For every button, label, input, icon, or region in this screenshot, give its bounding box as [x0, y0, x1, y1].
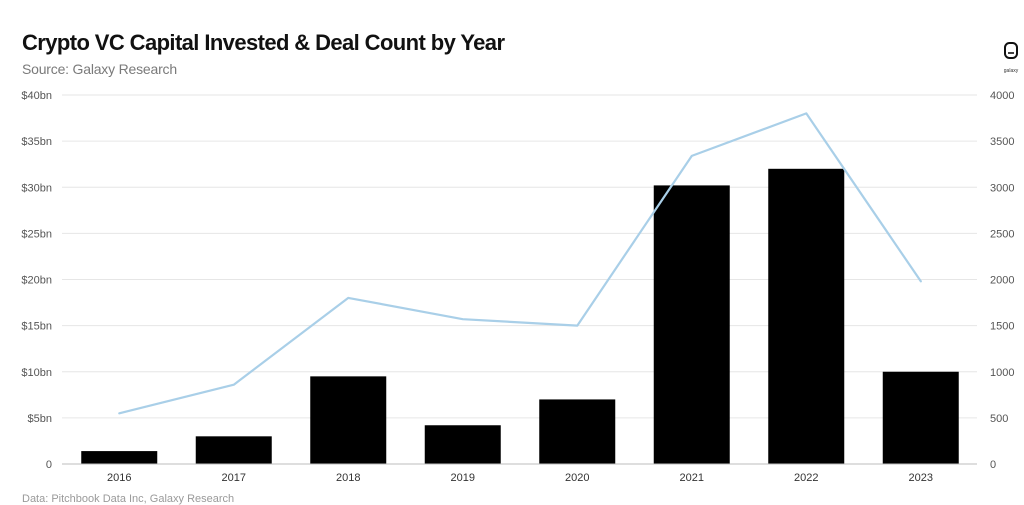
y-right-tick-label: 500	[990, 413, 1008, 425]
y-right-tick-label: 3500	[990, 136, 1014, 148]
y-left-tick-label: 0	[46, 459, 52, 471]
x-tick-label: 2023	[909, 472, 933, 484]
y-right-tick-label: 2500	[990, 228, 1014, 240]
x-tick-label: 2020	[565, 472, 589, 484]
y-left-tick-label: $35bn	[21, 136, 52, 148]
bar	[539, 399, 615, 464]
bar-series	[81, 169, 959, 464]
y-left-tick-label: $40bn	[21, 90, 52, 102]
bar	[196, 436, 272, 464]
y-right-tick-label: 4000	[990, 90, 1014, 102]
footnote: Data: Pitchbook Data Inc, Galaxy Researc…	[22, 493, 234, 505]
axes: 0 0 $5bn 500 $10bn 1000 $15bn 1500 $20bn 2000 $25b…	[21, 90, 1014, 484]
x-tick-label: 2016	[107, 472, 131, 484]
y-left-tick-label: $15bn	[21, 321, 52, 333]
bar	[768, 169, 844, 464]
y-right-tick-label: 0	[990, 459, 996, 471]
x-tick-label: 2019	[451, 472, 475, 484]
bar	[81, 451, 157, 464]
y-right-tick-label: 3000	[990, 182, 1014, 194]
y-left-tick-label: $20bn	[21, 275, 52, 287]
bar	[654, 185, 730, 464]
bar	[425, 425, 501, 464]
y-left-tick-label: $30bn	[21, 182, 52, 194]
x-tick-label: 2018	[336, 472, 360, 484]
y-left-tick-label: $25bn	[21, 228, 52, 240]
y-right-tick-label: 2000	[990, 275, 1014, 287]
y-right-tick-label: 1500	[990, 321, 1014, 333]
y-right-tick-label: 1000	[990, 367, 1014, 379]
bar	[883, 372, 959, 464]
x-tick-label: 2017	[222, 472, 246, 484]
x-tick-label: 2021	[680, 472, 704, 484]
x-tick-label: 2022	[794, 472, 818, 484]
bar	[310, 376, 386, 464]
y-left-tick-label: $5bn	[28, 413, 52, 425]
y-left-tick-label: $10bn	[21, 367, 52, 379]
